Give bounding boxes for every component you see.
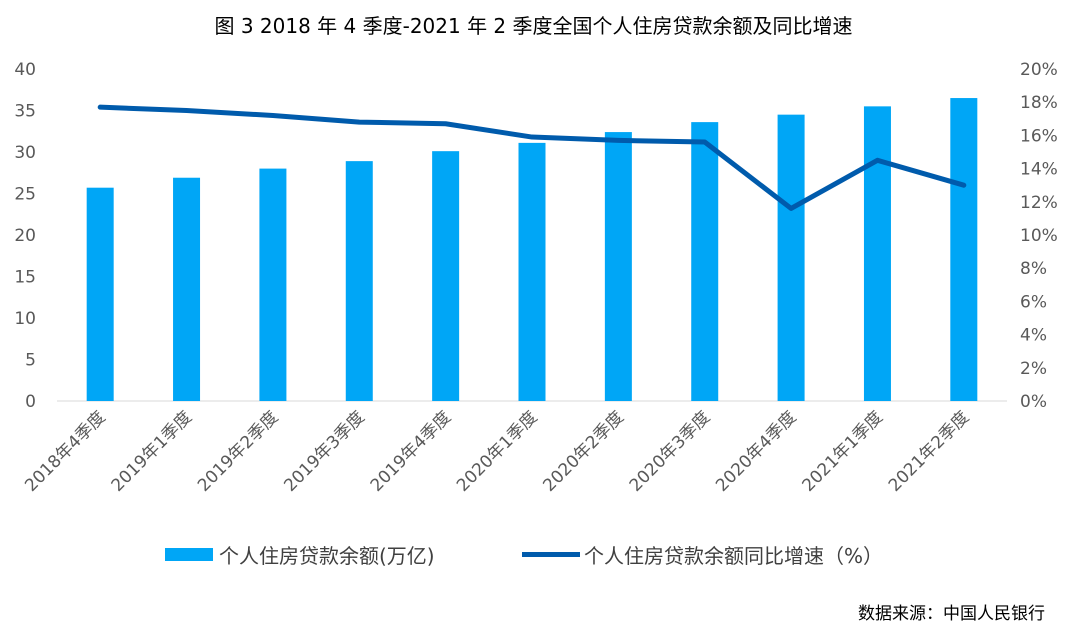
left-tick-label: 25 bbox=[14, 185, 36, 205]
right-tick-label: 20% bbox=[1020, 60, 1058, 80]
x-tick-label: 2020年4季度 bbox=[712, 407, 800, 495]
x-tick-label: 2020年1季度 bbox=[453, 407, 541, 495]
right-tick-label: 4% bbox=[1020, 326, 1047, 346]
x-tick-label: 2018年4季度 bbox=[21, 407, 109, 495]
x-tick-label: 2019年3季度 bbox=[280, 407, 368, 495]
right-tick-label: 16% bbox=[1020, 126, 1058, 146]
left-tick-label: 5 bbox=[25, 351, 36, 371]
right-tick-label: 12% bbox=[1020, 193, 1058, 213]
legend-line-swatch bbox=[522, 552, 580, 557]
left-tick-label: 0 bbox=[25, 392, 36, 412]
left-tick-label: 10 bbox=[14, 309, 36, 329]
bar bbox=[345, 161, 373, 401]
chart-title: 图 3 2018 年 4 季度-2021 年 2 季度全国个人住房贷款余额及同比… bbox=[214, 14, 853, 38]
bar bbox=[86, 187, 114, 401]
bar bbox=[950, 98, 978, 402]
bar bbox=[259, 168, 287, 401]
bar bbox=[604, 132, 632, 401]
bar bbox=[432, 151, 460, 401]
legend-bar: 个人住房贷款余额(万亿) bbox=[165, 540, 435, 569]
right-tick-label: 0% bbox=[1020, 392, 1047, 412]
right-tick-label: 10% bbox=[1020, 226, 1058, 246]
source-note: 数据来源：中国人民银行 bbox=[858, 604, 1045, 624]
legend-line: 个人住房贷款余额同比增速（%） bbox=[522, 540, 883, 569]
right-tick-label: 18% bbox=[1020, 93, 1058, 113]
legend-line-label: 个人住房贷款余额同比增速（%） bbox=[584, 544, 884, 568]
right-tick-label: 14% bbox=[1020, 160, 1058, 180]
left-tick-label: 15 bbox=[14, 268, 36, 288]
x-tick-label: 2020年3季度 bbox=[626, 407, 714, 495]
bar bbox=[863, 106, 891, 401]
bar bbox=[518, 142, 546, 401]
left-tick-label: 35 bbox=[14, 102, 36, 122]
right-tick-label: 6% bbox=[1020, 292, 1047, 312]
x-tick-label: 2021年1季度 bbox=[799, 407, 887, 495]
bar bbox=[691, 122, 719, 402]
x-tick-label: 2019年2季度 bbox=[194, 407, 282, 495]
right-tick-label: 2% bbox=[1020, 359, 1047, 379]
x-tick-label: 2019年1季度 bbox=[108, 407, 196, 495]
bar bbox=[173, 177, 201, 401]
bar bbox=[777, 114, 805, 402]
right-tick-label: 8% bbox=[1020, 259, 1047, 279]
left-tick-label: 20 bbox=[14, 226, 36, 246]
x-tick-label: 2019年4季度 bbox=[367, 407, 455, 495]
x-tick-label: 2020年2季度 bbox=[539, 407, 627, 495]
left-tick-label: 40 bbox=[14, 60, 36, 80]
legend-bar-label: 个人住房贷款余额(万亿) bbox=[219, 544, 435, 568]
x-tick-label: 2021年2季度 bbox=[885, 407, 973, 495]
legend-bar-swatch bbox=[165, 548, 213, 561]
left-tick-label: 30 bbox=[14, 143, 36, 163]
